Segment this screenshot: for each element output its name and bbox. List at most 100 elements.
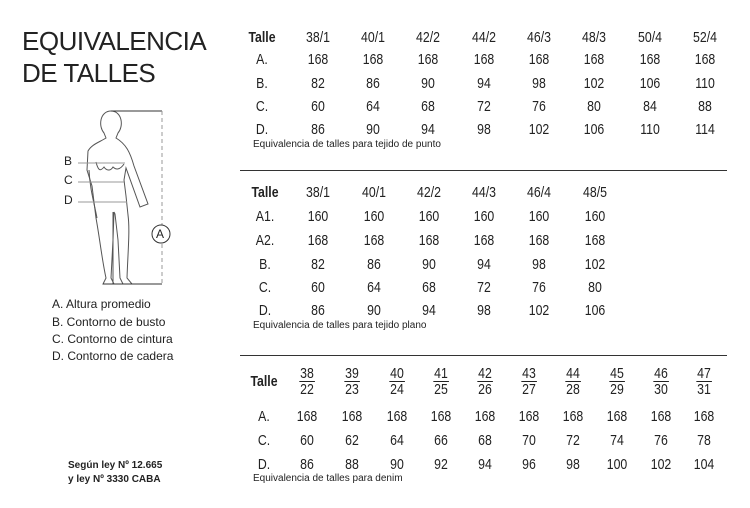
table-cell: 168 (474, 408, 496, 425)
table-cell: 102 (584, 256, 606, 273)
table-cell: 92 (434, 456, 448, 473)
table-cell: 90 (422, 256, 436, 273)
table-cell: 80 (587, 98, 601, 115)
table-cell: 110 (695, 75, 715, 92)
size-denominator: 29 (610, 381, 624, 398)
row-label: C. (258, 279, 272, 296)
row-label: D. (258, 302, 272, 319)
size-header: 48/5 (583, 184, 607, 201)
table-caption: Equivalencia de talles para tejido plano (253, 320, 427, 331)
table-cell: 60 (300, 432, 314, 449)
divider (240, 355, 727, 356)
table-cell: 110 (640, 121, 660, 138)
table-cell: 168 (430, 408, 452, 425)
size-fraction: 39 23 (344, 365, 360, 397)
size-numerator: 41 (433, 365, 449, 382)
size-fraction: 46 30 (653, 366, 669, 397)
size-fraction: 43 27 (521, 366, 537, 397)
row-label: B. (259, 256, 271, 273)
table-cell: 78 (697, 432, 711, 449)
table-cell: 168 (693, 408, 715, 425)
table-cell: 72 (477, 98, 491, 115)
size-denominator: 28 (566, 381, 580, 398)
table-cell: 64 (390, 432, 404, 449)
table-cell: 90 (421, 75, 435, 92)
row-label: C. (255, 98, 269, 115)
table-cell: 106 (639, 75, 661, 92)
table-cell: 168 (562, 408, 584, 425)
table-cell: 98 (532, 75, 546, 92)
table-cell: 168 (341, 408, 363, 425)
table-cell: 84 (643, 98, 657, 115)
size-fraction: 38 22 (299, 366, 315, 397)
table-cell: 168 (694, 51, 716, 68)
table-cell: 64 (367, 279, 381, 296)
legend-item-b: B. Contorno de busto (52, 315, 166, 329)
header-label: Talle (251, 184, 279, 201)
row-label: C. (257, 432, 271, 449)
table-cell: 96 (522, 456, 536, 473)
table-cell: 160 (307, 208, 329, 225)
size-fraction: 47 31 (696, 365, 712, 398)
size-header: 48/3 (582, 29, 606, 46)
table-cell: 168 (639, 51, 661, 68)
table-cell: 168 (418, 232, 440, 249)
table-cell: 102 (650, 456, 672, 473)
divider (240, 170, 727, 171)
table-cell: 90 (367, 302, 381, 319)
legend-item-a: A. Altura promedio (52, 297, 151, 311)
table-cell: 160 (584, 208, 606, 225)
figure-label-a: A (156, 227, 164, 241)
title-line-2: DE TALLES (22, 58, 156, 88)
law-line-2: y ley Nº 3330 CABA (68, 474, 161, 485)
header-label: Talle (248, 29, 276, 46)
row-label: A. (256, 51, 268, 68)
table-cell: 160 (528, 208, 550, 225)
table-cell: 88 (698, 98, 712, 115)
row-label: B. (256, 75, 268, 92)
table-cell: 68 (421, 98, 435, 115)
table-cell: 94 (421, 121, 435, 138)
table-cell: 98 (566, 456, 580, 473)
table-cell: 62 (345, 432, 359, 449)
size-header: 40/1 (361, 29, 385, 46)
row-label: A2. (255, 232, 275, 249)
size-denominator: 31 (697, 381, 711, 398)
table-cell: 168 (583, 51, 605, 68)
size-fraction: 41 25 (433, 365, 449, 398)
figure-label-c: C (64, 173, 73, 187)
size-fraction: 45 29 (609, 366, 625, 398)
table-cell: 60 (311, 98, 325, 115)
row-label: D. (257, 456, 271, 473)
size-numerator: 47 (696, 365, 712, 382)
size-header: 38/1 (306, 29, 330, 46)
size-fraction: 40 24 (389, 366, 405, 397)
table-cell: 160 (473, 208, 495, 225)
table-cell: 168 (518, 408, 540, 425)
table-cell: 70 (522, 432, 536, 449)
table-cell: 98 (477, 121, 491, 138)
size-numerator: 42 (477, 365, 493, 382)
size-header: 50/4 (638, 29, 662, 46)
size-header: 46/4 (527, 184, 551, 201)
table-cell: 98 (477, 302, 491, 319)
table-cell: 168 (528, 232, 550, 249)
size-fraction: 42 26 (477, 365, 493, 398)
law-line-1: Según ley Nº 12.665 (68, 460, 163, 471)
table-cell: 168 (650, 408, 672, 425)
table-caption: Equivalencia de talles para tejido de pu… (253, 139, 441, 150)
body-figure: B C D A (64, 110, 171, 285)
table-cell: 68 (478, 432, 492, 449)
table-cell: 74 (610, 432, 624, 449)
size-header: 46/3 (527, 29, 551, 46)
table-cell: 82 (311, 75, 325, 92)
legend-item-c: C. Contorno de cintura (52, 332, 173, 346)
table-cell: 168 (307, 232, 329, 249)
row-label: A1. (255, 208, 275, 225)
size-header: 42/2 (416, 29, 440, 46)
table-cell: 94 (477, 75, 491, 92)
size-denominator: 26 (478, 381, 492, 398)
table-cell: 94 (422, 302, 436, 319)
size-numerator: 39 (344, 365, 360, 382)
size-denominator: 25 (434, 381, 448, 398)
